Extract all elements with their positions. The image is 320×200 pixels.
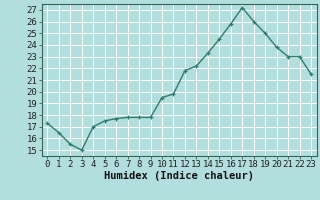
X-axis label: Humidex (Indice chaleur): Humidex (Indice chaleur)	[104, 171, 254, 181]
